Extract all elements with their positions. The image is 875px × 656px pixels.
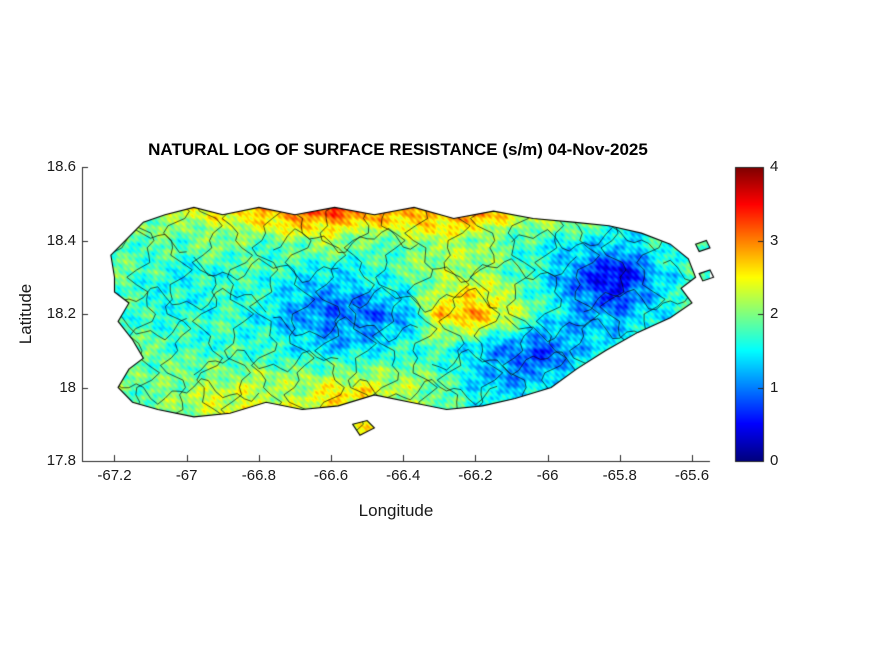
y-axis-label: Latitude <box>16 283 35 345</box>
plot-title: NATURAL LOG OF SURFACE RESISTANCE (s/m) … <box>148 140 648 159</box>
x-axis-label: Longitude <box>358 501 434 520</box>
